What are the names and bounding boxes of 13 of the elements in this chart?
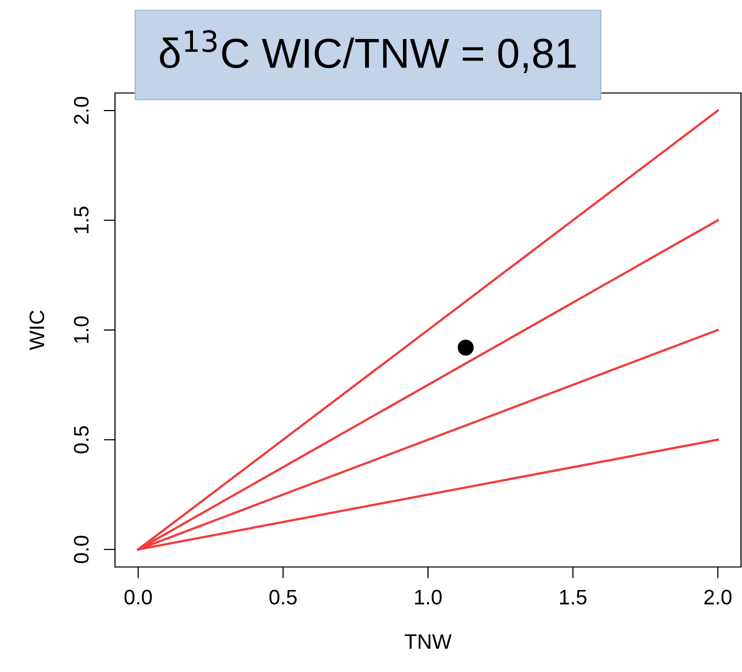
y-tick-label: 0.0 xyxy=(74,536,89,564)
x-tick-label: 0.0 xyxy=(124,590,152,605)
y-axis-title: WIC xyxy=(29,310,44,350)
y-tick-label: 1.5 xyxy=(74,206,89,234)
x-axis-title: TNW xyxy=(404,634,452,649)
y-tick-label: 1.0 xyxy=(74,316,89,343)
x-tick-label: 2.0 xyxy=(704,590,732,605)
y-tick-label: 0.5 xyxy=(74,426,89,454)
y-tick-label: 2.0 xyxy=(74,96,89,124)
x-tick-label: 1.5 xyxy=(560,590,587,605)
x-tick-label: 1.0 xyxy=(415,590,442,605)
x-tick-label: 0.5 xyxy=(269,590,297,605)
chart-title: δ$^{13}$C WIC/TNW = 0,81 xyxy=(160,30,576,74)
